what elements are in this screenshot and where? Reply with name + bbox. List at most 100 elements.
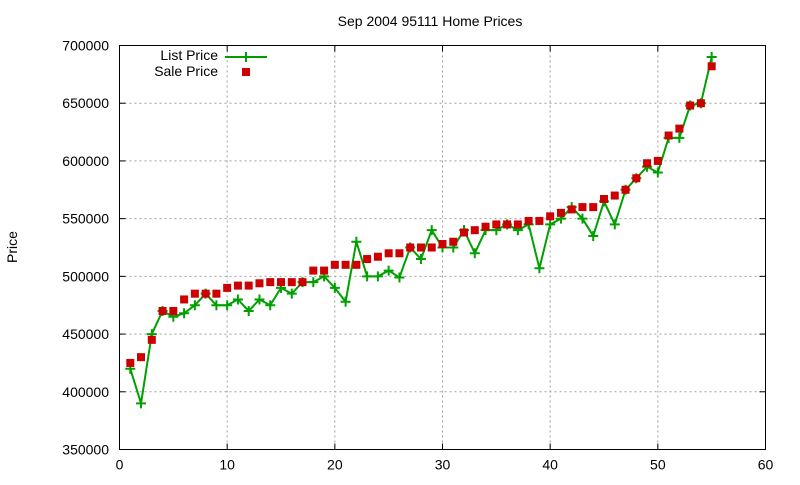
data-point-sale-price xyxy=(653,156,662,165)
data-point-sale-price xyxy=(513,220,522,229)
data-point-sale-price xyxy=(686,101,695,110)
data-point-sale-price xyxy=(707,62,716,71)
data-point-sale-price xyxy=(147,335,156,344)
legend-label-list-price: List Price xyxy=(160,47,218,63)
y-tick-label: 500000 xyxy=(62,268,109,284)
data-point-sale-price xyxy=(244,281,253,290)
data-point-sale-price xyxy=(470,226,479,235)
data-point-list-price xyxy=(308,277,319,288)
data-point-list-price xyxy=(329,282,340,293)
data-point-list-price xyxy=(469,248,480,259)
data-point-sale-price xyxy=(492,220,501,229)
data-point-list-price xyxy=(706,52,717,63)
data-point-sale-price xyxy=(546,212,555,221)
data-point-list-price xyxy=(609,219,620,230)
x-tick-label: 10 xyxy=(219,457,235,473)
y-tick-label: 450000 xyxy=(62,326,109,342)
data-point-list-price xyxy=(362,271,373,282)
data-point-list-price xyxy=(211,300,222,311)
data-point-list-price xyxy=(426,225,437,236)
data-point-list-price xyxy=(179,308,190,319)
data-point-sale-price xyxy=(233,281,242,290)
data-point-list-price xyxy=(340,296,351,307)
data-point-list-price xyxy=(243,305,254,316)
data-point-sale-price xyxy=(169,306,178,315)
data-point-list-price xyxy=(265,300,276,311)
data-point-list-price xyxy=(394,272,405,283)
data-point-list-price xyxy=(674,132,685,143)
y-tick-label: 350000 xyxy=(62,442,109,458)
data-point-sale-price xyxy=(556,208,565,217)
data-point-sale-price xyxy=(363,255,372,264)
data-point-sale-price xyxy=(277,278,285,287)
legend-marker-sale-price xyxy=(242,68,250,76)
data-point-sale-price xyxy=(137,353,146,362)
data-point-sale-price xyxy=(320,266,329,275)
x-tick-label: 20 xyxy=(327,457,343,473)
data-point-sale-price xyxy=(696,99,705,108)
y-tick-label: 700000 xyxy=(62,38,109,54)
data-point-sale-price xyxy=(212,289,221,298)
y-tick-label: 400000 xyxy=(62,384,109,400)
y-tick-label: 600000 xyxy=(62,153,109,169)
data-point-sale-price xyxy=(309,266,318,275)
legend-marker-list-price xyxy=(241,52,251,62)
data-point-list-price xyxy=(588,230,599,241)
data-point-sale-price xyxy=(158,306,167,315)
series-line-list-price xyxy=(129,56,713,404)
data-point-sale-price xyxy=(223,283,232,292)
data-point-list-price xyxy=(286,288,297,299)
x-tick-label: 0 xyxy=(116,457,124,473)
y-tick-label: 650000 xyxy=(62,95,109,111)
data-point-list-price xyxy=(415,254,426,265)
data-point-list-price xyxy=(136,398,147,409)
data-point-sale-price xyxy=(578,203,587,212)
data-point-list-price xyxy=(577,213,588,224)
data-point-sale-price xyxy=(621,185,630,194)
data-point-sale-price xyxy=(341,260,350,269)
data-point-sale-price xyxy=(190,289,199,298)
data-point-sale-price xyxy=(632,174,641,183)
data-point-sale-price xyxy=(567,205,576,214)
legend-label-sale-price: Sale Price xyxy=(154,63,218,79)
data-point-sale-price xyxy=(524,216,533,225)
data-point-sale-price xyxy=(610,191,619,200)
data-point-sale-price xyxy=(255,279,264,288)
data-point-list-price xyxy=(222,300,233,311)
data-point-list-price xyxy=(232,294,243,305)
data-point-sale-price xyxy=(503,220,512,229)
legend: List Price Sale Price xyxy=(154,47,267,79)
plot-border xyxy=(119,45,766,450)
data-point-sale-price xyxy=(427,243,436,252)
data-point-sale-price xyxy=(395,249,404,258)
data-point-list-price xyxy=(652,167,663,178)
data-point-sale-price xyxy=(298,278,307,287)
data-point-sale-price xyxy=(416,243,425,252)
x-tick-label: 60 xyxy=(758,457,774,473)
data-point-sale-price xyxy=(406,243,415,252)
data-point-sale-price xyxy=(481,222,490,231)
x-tick-label: 30 xyxy=(435,457,451,473)
data-point-list-price xyxy=(383,265,394,276)
series-layer xyxy=(125,52,717,409)
data-point-list-price xyxy=(189,300,200,311)
data-point-list-price xyxy=(534,263,545,274)
data-point-sale-price xyxy=(352,260,361,269)
data-point-sale-price xyxy=(266,278,275,287)
data-point-sale-price xyxy=(460,228,469,237)
data-point-sale-price xyxy=(449,237,458,246)
data-point-list-price xyxy=(351,236,362,247)
chart-title: Sep 2004 95111 Home Prices xyxy=(338,13,523,29)
data-point-sale-price xyxy=(589,203,598,212)
data-point-sale-price xyxy=(600,195,608,204)
data-point-list-price xyxy=(372,271,383,282)
data-point-sale-price xyxy=(384,249,393,258)
y-axis-label: Price xyxy=(4,231,20,263)
data-point-sale-price xyxy=(438,240,447,249)
data-point-sale-price xyxy=(126,358,135,367)
data-point-list-price xyxy=(545,219,556,230)
y-tick-label: 550000 xyxy=(62,211,109,227)
data-point-list-price xyxy=(254,294,265,305)
data-point-sale-price xyxy=(643,159,652,168)
